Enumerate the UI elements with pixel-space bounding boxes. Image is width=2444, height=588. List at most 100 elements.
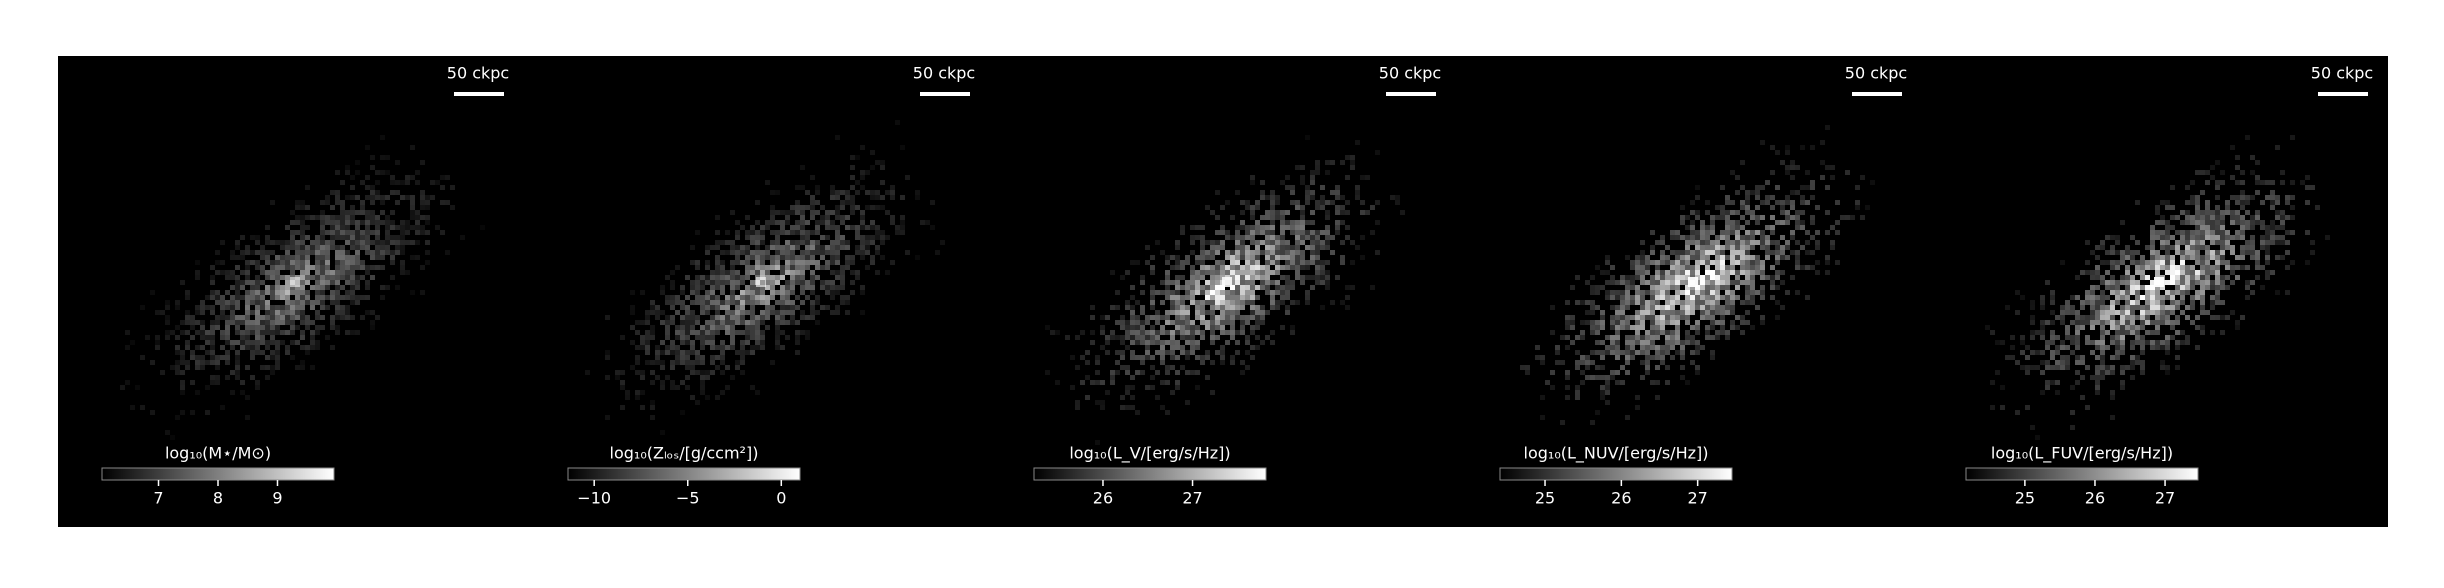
map-pixel [1190,290,1195,295]
map-pixel [1725,310,1730,315]
map-pixel [255,235,260,240]
map-pixel [325,250,330,255]
map-pixel [235,360,240,365]
map-pixel [1290,280,1295,285]
map-pixel [865,235,870,240]
map-pixel [1320,275,1325,280]
map-pixel [830,195,835,200]
map-pixel [740,225,745,230]
map-pixel [240,340,245,345]
map-pixel [225,305,230,310]
map-pixel [1210,315,1215,320]
map-pixel [605,355,610,360]
map-pixel [1220,330,1225,335]
map-pixel [1300,175,1305,180]
map-pixel [1215,230,1220,235]
map-pixel [1665,245,1670,250]
map-pixel [225,340,230,345]
map-pixel [1190,340,1195,345]
map-pixel [180,410,185,415]
map-pixel [255,320,260,325]
map-pixel [1325,275,1330,280]
map-pixel [1255,325,1260,330]
map-pixel [735,275,740,280]
map-pixel [285,255,290,260]
map-pixel [235,330,240,335]
map-pixel [245,315,250,320]
map-pixel [1785,200,1790,205]
map-pixel [255,335,260,340]
map-pixel [225,360,230,365]
map-pixel [265,255,270,260]
map-pixel [270,320,275,325]
map-pixel [220,300,225,305]
map-pixel [700,335,705,340]
map-pixel [1210,340,1215,345]
map-pixel [1870,180,1875,185]
map-pixel [820,215,825,220]
map-pixel [740,310,745,315]
map-pixel [295,205,300,210]
map-pixel [1120,325,1125,330]
map-pixel [620,335,625,340]
map-pixel [790,285,795,290]
map-pixel [280,315,285,320]
map-pixel [180,360,185,365]
map-pixel [1285,240,1290,245]
map-pixel [275,255,280,260]
map-pixel [290,255,295,260]
map-pixel [1305,200,1310,205]
map-pixel [1175,305,1180,310]
map-pixel [350,195,355,200]
map-pixel [845,295,850,300]
map-pixel [210,335,215,340]
map-pixel [745,340,750,345]
map-pixel [275,350,280,355]
map-pixel [1760,200,1765,205]
map-pixel [210,345,215,350]
map-pixel [175,370,180,375]
map-pixel [1290,250,1295,255]
map-pixel [1305,290,1310,295]
map-pixel [310,340,315,345]
map-pixel [695,355,700,360]
map-pixel [360,210,365,215]
map-pixel [780,310,785,315]
map-pixel [325,230,330,235]
map-pixel [1255,295,1260,300]
map-pixel [370,185,375,190]
map-pixel [165,330,170,335]
map-pixel [235,340,240,345]
map-pixel [320,230,325,235]
map-pixel [235,290,240,295]
map-pixel [1300,205,1305,210]
map-pixel [675,350,680,355]
map-pixel [605,315,610,320]
map-pixel [1665,340,1670,345]
map-pixel [1245,250,1250,255]
map-pixel [705,245,710,250]
map-pixel [825,235,830,240]
map-pixel [320,305,325,310]
map-pixel [845,195,850,200]
map-pixel [1230,250,1235,255]
map-pixel [260,340,265,345]
map-pixel [685,385,690,390]
map-pixel [1200,355,1205,360]
map-pixel [220,315,225,320]
map-pixel [1315,255,1320,260]
map-pixel [260,325,265,330]
map-pixel [1250,265,1255,270]
map-pixel [1755,270,1760,275]
map-pixel [1735,240,1740,245]
map-pixel [1170,340,1175,345]
map-pixel [210,375,215,380]
map-pixel [840,200,845,205]
map-pixel [1135,330,1140,335]
map-pixel [320,275,325,280]
map-pixel [800,255,805,260]
map-pixel [1335,195,1340,200]
map-pixel [795,320,800,325]
map-pixel [365,215,370,220]
map-pixel [205,330,210,335]
